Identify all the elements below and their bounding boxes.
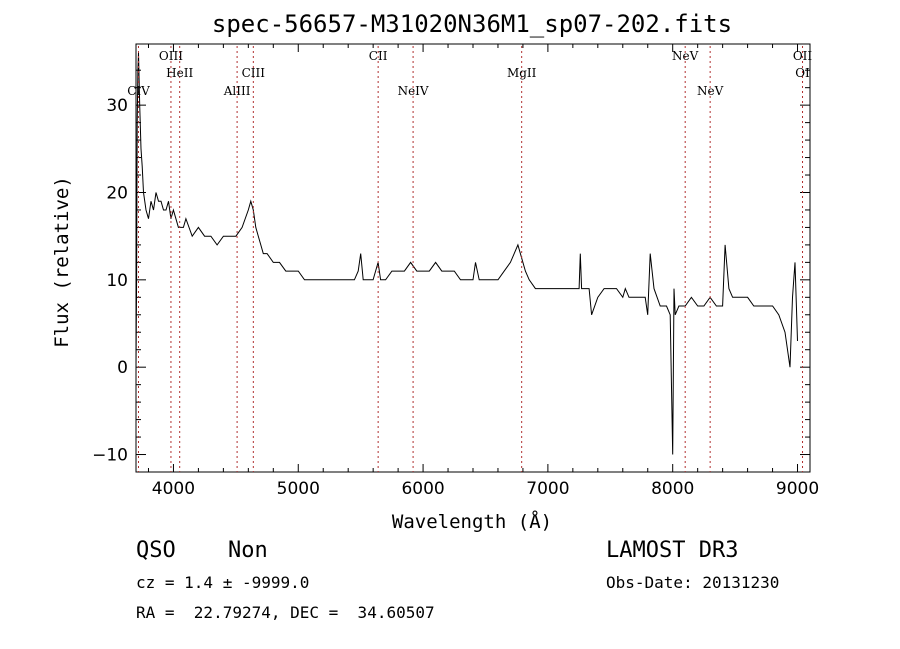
x-tick-label: 5000 [277, 479, 320, 499]
spectrum-series-line [135, 52, 798, 455]
x-axis-label: Wavelength (Å) [392, 510, 552, 533]
x-axis: 4000 5000 6000 7000 8000 9000 [147, 44, 819, 499]
x-tick-label: 6000 [401, 479, 444, 499]
emission-line-markers: CIVOIIIHeIIAlIIICIIICIINeIVMgIINeVNeVOII… [127, 46, 812, 472]
line-marker-label: CIV [127, 84, 150, 98]
y-axis-label: Flux (relative) [51, 176, 73, 348]
chart-title: spec-56657-M31020N36M1_sp07-202.fits [212, 10, 732, 38]
line-marker-label: OIII [159, 49, 183, 63]
object-subclass: Non [228, 538, 268, 563]
line-marker-label: NeV [672, 49, 699, 63]
y-axis: −10 0 10 20 30 [92, 69, 810, 466]
x-tick-label: 7000 [526, 479, 569, 499]
x-tick-label: 4000 [152, 479, 195, 499]
line-marker-label: OI [795, 66, 810, 80]
line-marker-label: CIII [242, 66, 266, 80]
coordinates: RA = 22.79274, DEC = 34.60507 [136, 603, 435, 622]
line-marker-label: MgII [507, 66, 537, 80]
survey-name: LAMOST DR3 [606, 538, 739, 563]
line-marker-label: NeIV [398, 84, 429, 98]
line-marker-label: CII [369, 49, 388, 63]
y-tick-label: 30 [106, 96, 128, 116]
x-tick-label: 8000 [651, 479, 694, 499]
y-tick-label: −10 [92, 446, 128, 466]
y-tick-label: 0 [117, 358, 128, 378]
redshift-text: cz = 1.4 ± -9999.0 [136, 573, 310, 592]
obs-date: Obs-Date: 20131230 [606, 573, 780, 592]
object-class: QSO [136, 538, 176, 563]
x-tick-label: 9000 [776, 479, 819, 499]
line-marker-label: HeII [166, 66, 193, 80]
line-marker-label: NeV [697, 84, 724, 98]
y-tick-label: 10 [106, 271, 128, 291]
y-tick-label: 20 [106, 183, 128, 203]
line-marker-label: AlIII [223, 84, 251, 98]
